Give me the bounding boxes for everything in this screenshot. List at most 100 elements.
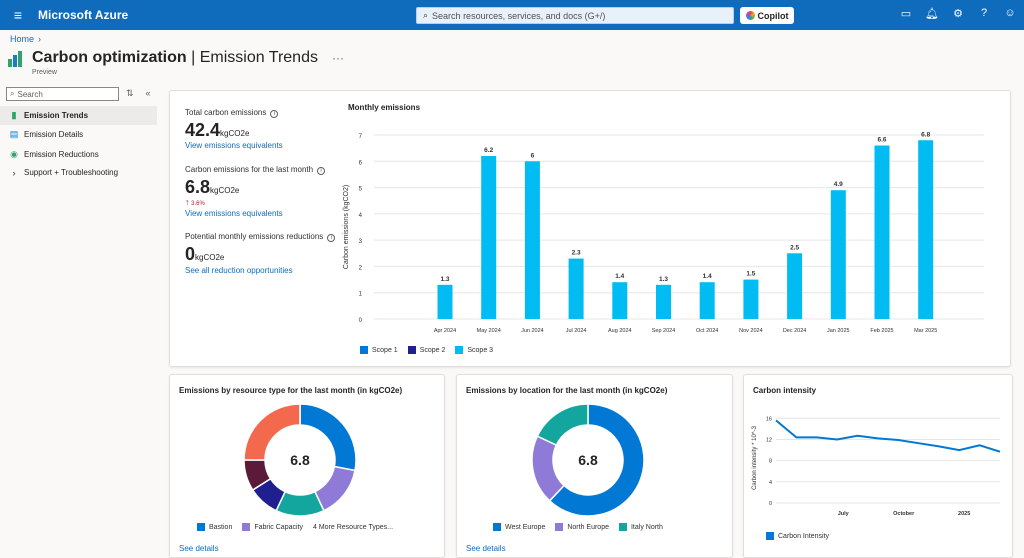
legend-item-north-europe[interactable]: North Europe — [555, 523, 609, 531]
copilot-label: Copilot — [757, 10, 789, 21]
legend-swatch — [242, 523, 251, 531]
preview-label: Preview — [32, 69, 57, 76]
donut-slice[interactable] — [548, 403, 645, 517]
legend-item-bastion[interactable]: Bastion — [197, 523, 232, 531]
sidebar-item-emission-reductions[interactable]: ◉ Emission Reductions — [0, 145, 157, 164]
breadcrumb-home-link[interactable]: Home — [10, 34, 35, 44]
bar-data-label: 1.4 — [615, 273, 624, 280]
legend-swatch — [555, 523, 564, 531]
collapse-sidebar-icon[interactable]: « — [145, 88, 151, 98]
sidebar-item-support-troubleshooting[interactable]: › Support + Troubleshooting — [0, 163, 157, 182]
legend-item-more-resource-types[interactable]: 4 More Resource Types... — [313, 523, 394, 531]
x-tick-label: Jan 2025 — [827, 328, 850, 334]
bell-icon[interactable]: 🔔︎ — [925, 8, 939, 20]
feedback-icon[interactable]: ☺ — [1004, 7, 1016, 19]
emissions-delta-badge: ↑ 3.6% — [185, 197, 205, 207]
legend-swatch — [455, 346, 464, 354]
help-icon[interactable]: ? — [980, 7, 988, 19]
bar-data-label: 2.5 — [790, 244, 799, 251]
info-icon[interactable]: i — [270, 110, 279, 118]
y-tick-label: 0 — [769, 501, 772, 507]
donut-slice[interactable] — [531, 435, 566, 502]
x-tick-label: July — [838, 511, 850, 517]
sidebar-item-label: Support + Troubleshooting — [24, 168, 119, 177]
view-emissions-equivalents-link[interactable]: View emissions equivalents — [185, 141, 283, 150]
info-icon[interactable]: i — [317, 167, 326, 175]
more-options-icon[interactable]: ··· — [331, 51, 344, 65]
bar[interactable] — [656, 284, 671, 319]
carbon-intensity-card: Carbon intensity 0 4 8 12 16 Carbon intensity… — [743, 374, 1013, 558]
legend-item-carbon-intensity[interactable]: Carbon Intensity — [766, 532, 829, 540]
chevron-right-icon: › — [12, 167, 16, 178]
x-tick-label: Feb 2025 — [870, 328, 893, 334]
legend-item-scope-1[interactable]: Scope 1 — [360, 346, 398, 354]
search-icon: ⌕ — [423, 10, 429, 20]
x-tick-label: Jun 2024 — [521, 328, 544, 334]
y-tick-label: 6 — [359, 160, 363, 166]
global-search-placeholder: Search resources, services, and docs (G+… — [432, 10, 606, 21]
legend-item-italy-north[interactable]: Italy North — [618, 523, 663, 531]
sidebar-item-emission-details[interactable]: ▤ Emission Details — [0, 125, 157, 144]
resource-type-title: Emissions by resource type for the last … — [179, 386, 403, 395]
y-tick-label: 5 — [359, 187, 363, 193]
x-tick-label: 2025 — [958, 511, 970, 517]
sidebar-item-emission-trends[interactable]: ▮ Emission Trends — [0, 106, 157, 125]
legend-item-scope-3[interactable]: Scope 3 — [455, 346, 493, 354]
bar[interactable] — [743, 279, 759, 319]
bar-data-label: 6.2 — [484, 147, 493, 154]
x-tick-label: Nov 2024 — [739, 328, 763, 334]
x-tick-label: Jul 2024 — [566, 328, 587, 334]
x-tick-label: Apr 2024 — [434, 328, 456, 334]
y-tick-label: 16 — [766, 416, 772, 422]
bar[interactable] — [568, 258, 584, 319]
bar[interactable] — [699, 282, 715, 319]
view-emissions-equivalents-link[interactable]: View emissions equivalents — [185, 209, 283, 218]
y-tick-label: 3 — [359, 239, 363, 245]
bar-data-label: 6 — [531, 152, 535, 159]
y-tick-label: 2 — [359, 265, 363, 271]
copilot-button[interactable]: Copilot — [740, 7, 794, 24]
donut-slice[interactable] — [243, 403, 301, 461]
cloud-shell-icon[interactable]: ▭ — [900, 8, 912, 20]
bar-data-label: 1.3 — [440, 276, 449, 283]
bar-data-label: 2.3 — [572, 250, 581, 257]
brand-title[interactable]: Microsoft Azure — [38, 8, 129, 22]
sidebar-search-placeholder: Search — [17, 89, 43, 99]
donut-slice[interactable] — [536, 403, 589, 447]
bar[interactable] — [787, 253, 803, 319]
bar-data-label: 6.8 — [921, 131, 930, 138]
see-details-link[interactable]: See details — [466, 544, 506, 553]
bar[interactable] — [612, 282, 628, 319]
legend-swatch — [360, 346, 368, 354]
gear-icon[interactable]: ⚙ — [953, 8, 963, 20]
monthly-emissions-card: Total carbon emissions i 42.4kgCO2e View … — [169, 90, 1011, 367]
y-tick-label: 12 — [766, 437, 772, 443]
top-bar: ≡ Microsoft Azure ⌕ Search resources, se… — [0, 0, 1024, 30]
info-icon[interactable]: i — [327, 234, 336, 242]
bar[interactable] — [918, 140, 934, 319]
x-tick-label: Sep 2024 — [652, 328, 676, 334]
carbon-intensity-line[interactable] — [775, 419, 1001, 453]
donut-center-label: 6.8 — [578, 452, 598, 468]
location-donut: 6.8 — [531, 403, 645, 517]
legend-item-west-europe[interactable]: West Europe — [493, 523, 545, 531]
global-search-input[interactable]: ⌕ Search resources, services, and docs (… — [416, 7, 734, 24]
bar[interactable] — [874, 145, 890, 319]
sidebar-search-input[interactable]: ⌕ Search — [6, 87, 119, 101]
see-details-link[interactable]: See details — [179, 544, 219, 553]
collapse-expand-icon[interactable]: ⇅ — [126, 88, 134, 98]
hamburger-menu-icon[interactable]: ≡ — [13, 7, 23, 23]
legend-item-scope-2[interactable]: Scope 2 — [407, 346, 445, 354]
x-tick-label: Mar 2025 — [914, 328, 937, 334]
bar[interactable] — [830, 190, 846, 319]
carbon-optimization-icon — [8, 49, 26, 67]
legend-swatch — [407, 346, 416, 354]
bar[interactable] — [524, 161, 540, 319]
see-all-reduction-opportunities-link[interactable]: See all reduction opportunities — [185, 266, 293, 275]
x-tick-label: Aug 2024 — [608, 328, 632, 334]
y-tick-label: 7 — [359, 134, 363, 140]
legend-item-fabric-capacity[interactable]: Fabric Capacity — [242, 523, 303, 531]
potential-reductions-label: Potential monthly emissions reductions i — [185, 232, 336, 242]
bar[interactable] — [437, 284, 453, 319]
bar[interactable] — [481, 156, 497, 319]
